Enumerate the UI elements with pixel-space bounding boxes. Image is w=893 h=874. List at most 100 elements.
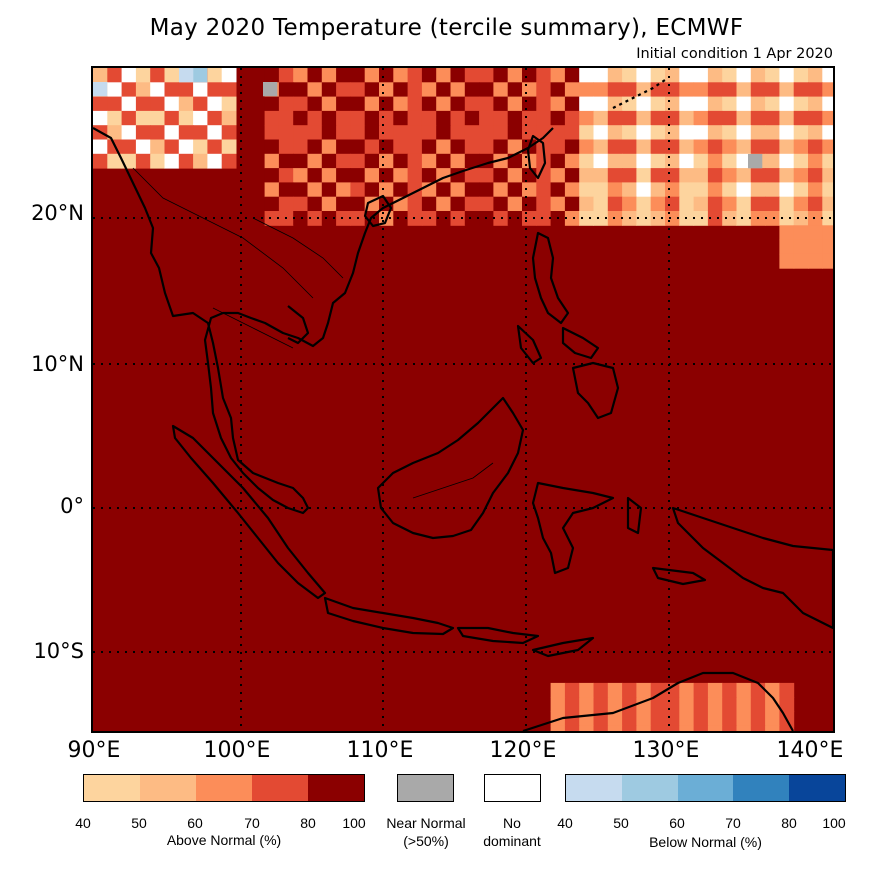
forecast-cell (779, 110, 795, 126)
forecast-cell (207, 68, 223, 83)
forecast-cell (779, 168, 795, 183)
above-tick-80: 80 (300, 815, 316, 831)
forecast-cell (636, 182, 652, 198)
forecast-cell (665, 125, 680, 140)
forecast-cell (679, 68, 695, 83)
forecast-cell (593, 682, 609, 698)
forecast-cell (679, 196, 695, 212)
forecast-cell (665, 725, 680, 731)
forecast-cell (650, 82, 666, 98)
forecast-cell (579, 211, 594, 226)
forecast-cell (564, 711, 580, 727)
forecast-cell (636, 125, 652, 140)
forecast-cell (421, 96, 437, 112)
forecast-cell (779, 682, 795, 698)
forecast-cell (350, 96, 366, 112)
forecast-cell (336, 125, 351, 140)
forecast-cell (450, 68, 466, 83)
forecast-cell (808, 182, 823, 198)
forecast-cell (650, 725, 666, 731)
forecast-cell (350, 196, 366, 212)
forecast-cell (436, 153, 451, 169)
above-normal-label: Above Normal (%) (166, 832, 282, 848)
coastline-palawan (516, 324, 543, 365)
forecast-cell (579, 110, 594, 126)
forecast-cell (135, 153, 151, 169)
forecast-cell (579, 697, 594, 712)
forecast-cell (393, 125, 409, 140)
forecast-cell (464, 125, 480, 140)
forecast-cell (350, 125, 366, 140)
forecast-cell (278, 182, 294, 198)
forecast-cell (135, 139, 151, 155)
forecast-cell (765, 182, 780, 198)
forecast-cell (336, 168, 351, 183)
forecast-cell (321, 211, 337, 226)
forecast-cell (822, 68, 833, 83)
forecast-cell (464, 182, 480, 198)
forecast-cell (636, 211, 652, 226)
forecast-cell (722, 711, 737, 727)
forecast-cell (193, 139, 208, 155)
forecast-cell (507, 182, 523, 198)
forecast-cell (293, 110, 308, 126)
forecast-cell (808, 153, 823, 169)
forecast-cell (607, 711, 623, 727)
forecast-cell (278, 153, 294, 169)
forecast-cell (278, 82, 294, 98)
forecast-cell (550, 168, 566, 183)
forecast-cell (750, 168, 766, 183)
forecast-cell (679, 711, 695, 727)
coastline-gulf-thailand (287, 305, 310, 345)
forecast-cell (650, 697, 666, 712)
forecast-cell (622, 139, 637, 155)
near-normal-swatch (397, 774, 454, 802)
forecast-cell (808, 225, 823, 241)
forecast-cell (564, 110, 580, 126)
forecast-cell (707, 182, 723, 198)
forecast-cell (364, 96, 380, 112)
forecast-cell (793, 196, 809, 212)
forecast-cell (750, 711, 766, 727)
forecast-cell (364, 153, 380, 169)
above-color-3 (252, 775, 308, 801)
forecast-cell (193, 110, 208, 126)
forecast-cell (264, 125, 280, 140)
forecast-cell (436, 96, 451, 112)
near-normal-label-1: Near Normal (386, 815, 466, 831)
forecast-cell (107, 125, 123, 140)
forecast-cell (693, 153, 709, 169)
forecast-cell (121, 125, 137, 140)
forecast-cell (693, 725, 709, 731)
forecast-cell (750, 68, 766, 83)
forecast-cell (808, 96, 823, 112)
forecast-cell (736, 711, 752, 727)
forecast-cell (765, 168, 780, 183)
forecast-cell (622, 68, 637, 83)
forecast-cell (193, 96, 208, 112)
forecast-cell (307, 168, 323, 183)
forecast-cell (722, 96, 737, 112)
forecast-cell (307, 182, 323, 198)
forecast-cell (779, 125, 795, 140)
forecast-cell (536, 125, 552, 140)
forecast-cell (707, 82, 723, 98)
forecast-cell (479, 139, 494, 155)
forecast-cell (808, 253, 823, 269)
forecast-cell (736, 682, 752, 698)
forecast-cell (364, 168, 380, 183)
forecast-cell (121, 68, 137, 83)
forecast-cell (722, 697, 737, 712)
forecast-cell (607, 682, 623, 698)
forecast-cell (293, 153, 308, 169)
coastline-borneo (376, 396, 525, 540)
forecast-cell (135, 96, 151, 112)
forecast-cell (293, 211, 308, 226)
coastline-java (323, 596, 455, 636)
forecast-cell (221, 125, 237, 140)
forecast-cell (293, 96, 308, 112)
forecast-cell (93, 110, 108, 126)
forecast-cell (564, 168, 580, 183)
forecast-cell (522, 96, 537, 112)
forecast-cell (622, 125, 637, 140)
